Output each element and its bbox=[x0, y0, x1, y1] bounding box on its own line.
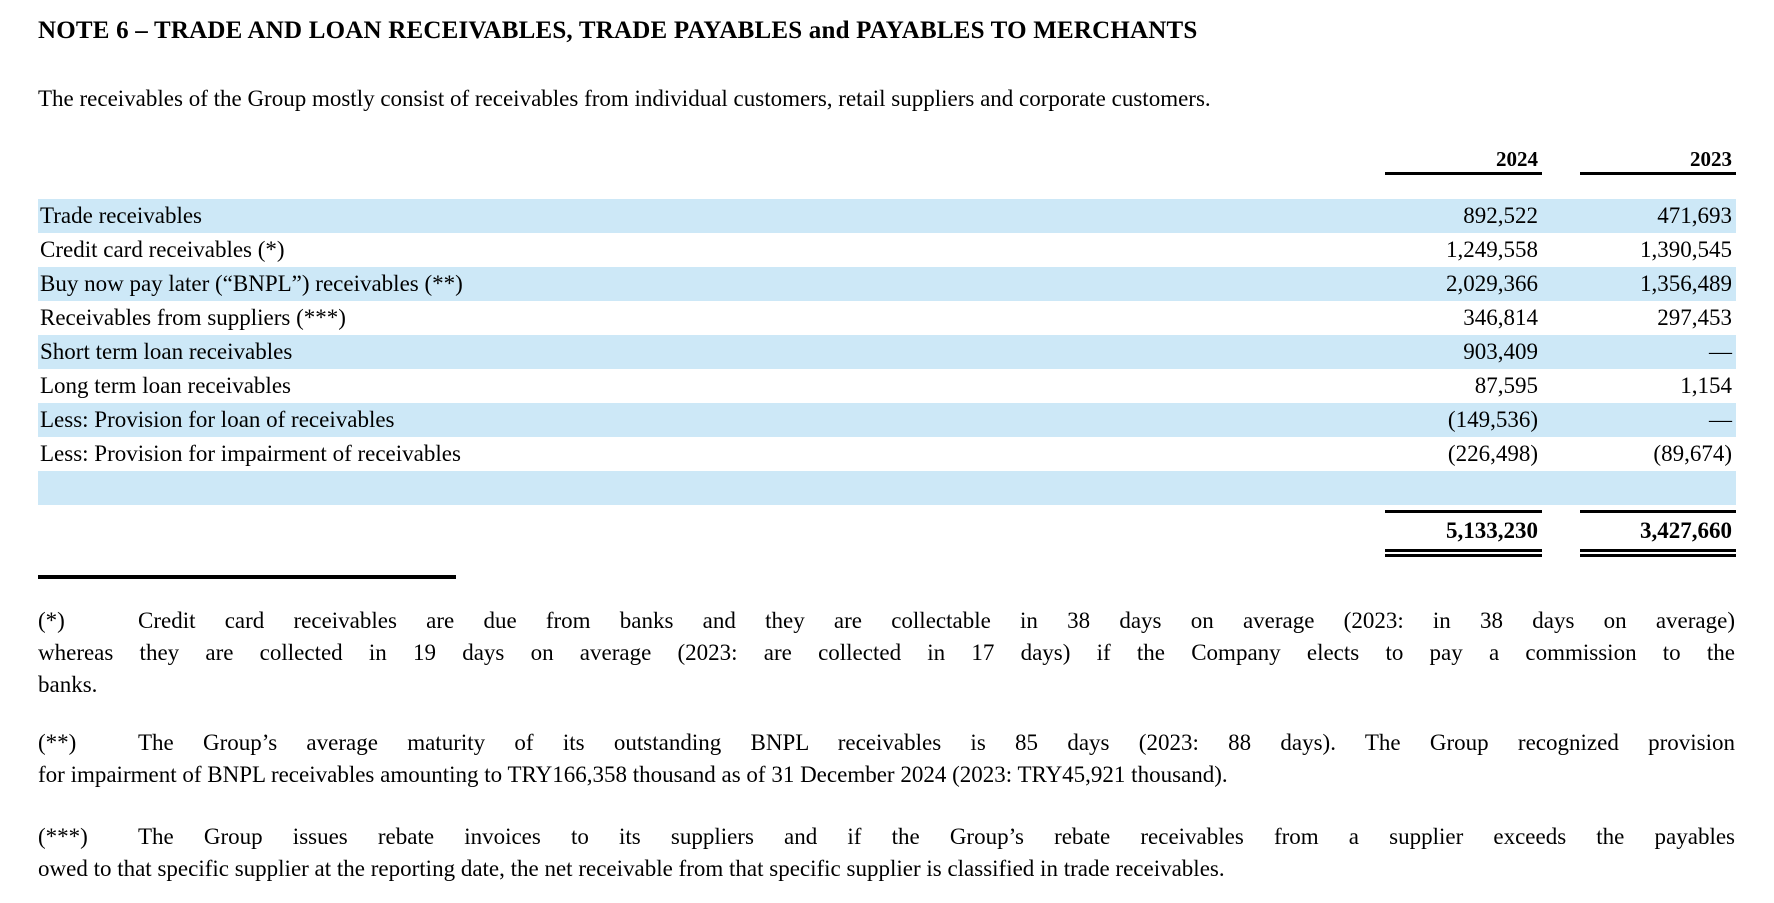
footnote-text: for impairment of BNPL receivables amoun… bbox=[38, 762, 1228, 787]
footnote-bnpl: (**) The Group’s average maturity of its … bbox=[38, 727, 1735, 791]
column-header-2024: 2024 bbox=[1385, 138, 1542, 175]
value-2023: 297,453 bbox=[1657, 305, 1732, 330]
footnote-text: owed to that specific supplier at the re… bbox=[38, 856, 1225, 881]
table-row: Trade receivables 892,522 471,693 bbox=[38, 199, 1736, 233]
value-2024: 2,029,366 bbox=[1446, 271, 1538, 296]
footnote-text: banks. bbox=[38, 672, 98, 697]
row-label: Credit card receivables (*) bbox=[40, 237, 285, 262]
table-row: Credit card receivables (*) 1,249,558 1,… bbox=[38, 233, 1736, 267]
table-row: Short term loan receivables 903,409 — bbox=[38, 335, 1736, 369]
row-label: Less: Provision for impairment of receiv… bbox=[40, 441, 461, 466]
value-2023: 1,154 bbox=[1680, 373, 1732, 398]
blank-row bbox=[38, 471, 1736, 505]
row-label: Buy now pay later (“BNPL”) receivables (… bbox=[40, 271, 463, 296]
note-title: NOTE 6 – TRADE AND LOAN RECEIVABLES, TRA… bbox=[38, 17, 1198, 44]
value-2023: 1,356,489 bbox=[1640, 271, 1732, 296]
table-row: Receivables from suppliers (***) 346,814… bbox=[38, 301, 1736, 335]
total-2024: 5,133,230 bbox=[1385, 510, 1542, 557]
table-header-row: 2024 2023 bbox=[38, 138, 1736, 175]
row-label: Trade receivables bbox=[40, 203, 202, 228]
footnote-text: whereas they are collected in 19 days on… bbox=[38, 640, 1735, 665]
value-2024: 346,814 bbox=[1463, 305, 1538, 330]
column-header-2023: 2023 bbox=[1580, 138, 1736, 175]
table-row: Long term loan receivables 87,595 1,154 bbox=[38, 369, 1736, 403]
footnote-text: The Group’s average maturity of its outs… bbox=[138, 730, 1735, 755]
total-2023: 3,427,660 bbox=[1580, 510, 1736, 557]
row-label: Receivables from suppliers (***) bbox=[40, 305, 346, 330]
value-2024: (149,536) bbox=[1447, 407, 1538, 432]
intro-paragraph: The receivables of the Group mostly cons… bbox=[38, 86, 1211, 111]
value-2023: — bbox=[1709, 339, 1732, 364]
row-label: Short term loan receivables bbox=[40, 339, 293, 364]
row-label: Less: Provision for loan of receivables bbox=[40, 407, 395, 432]
value-2023: 471,693 bbox=[1657, 203, 1732, 228]
total-row: 5,133,230 3,427,660 bbox=[38, 510, 1736, 557]
value-2024: 1,249,558 bbox=[1446, 237, 1538, 262]
footnote-marker: (*) bbox=[38, 608, 65, 633]
footnote-divider bbox=[38, 575, 456, 579]
table-row: Less: Provision for loan of receivables … bbox=[38, 403, 1736, 437]
value-2024: (226,498) bbox=[1447, 441, 1538, 466]
table-row: Buy now pay later (“BNPL”) receivables (… bbox=[38, 267, 1736, 301]
value-2023: 1,390,545 bbox=[1640, 237, 1732, 262]
footnote-credit-card: (*) Credit card receivables are due from … bbox=[38, 605, 1735, 701]
receivables-table: 2024 2023 Trade receivables 892,522 471,… bbox=[38, 138, 1736, 557]
value-2023: (89,674) bbox=[1653, 441, 1732, 466]
value-2024: 892,522 bbox=[1463, 203, 1538, 228]
footnote-text: The Group issues rebate invoices to its … bbox=[138, 824, 1735, 849]
footnote-marker: (***) bbox=[38, 824, 88, 849]
value-2024: 903,409 bbox=[1463, 339, 1538, 364]
header-spacer bbox=[38, 174, 1736, 200]
footnote-text: Credit card receivables are due from ban… bbox=[138, 608, 1735, 633]
row-label: Long term loan receivables bbox=[40, 373, 291, 398]
value-2024: 87,595 bbox=[1474, 373, 1538, 398]
table-row: Less: Provision for impairment of receiv… bbox=[38, 437, 1736, 471]
footnote-suppliers: (***) The Group issues rebate invoices to… bbox=[38, 821, 1735, 885]
footnote-marker: (**) bbox=[38, 730, 77, 755]
value-2023: — bbox=[1709, 407, 1732, 432]
